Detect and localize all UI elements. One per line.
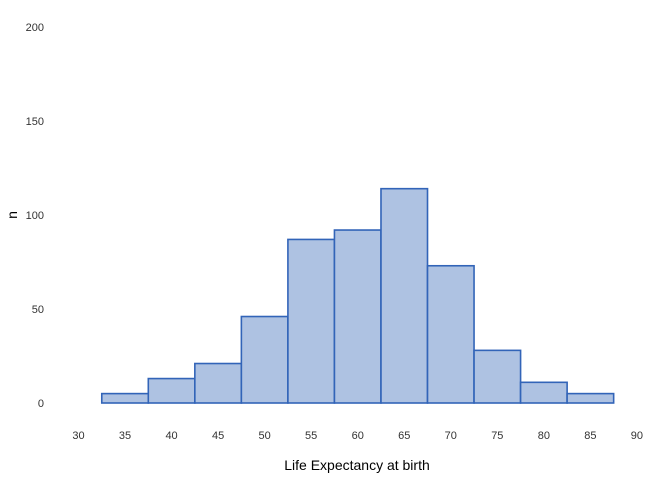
histogram-bar-1	[147, 377, 196, 404]
x-tick-label-8: 70	[445, 430, 457, 442]
x-tick-label-1: 35	[119, 430, 131, 442]
x-axis-label: Life Expectancy at birth	[284, 457, 430, 473]
histogram-bar-4	[287, 238, 336, 404]
histogram-bar-6	[380, 187, 429, 404]
y-axis-ticks: 0 50 100 150 200	[26, 22, 44, 410]
y-tick-label-1: 50	[32, 304, 44, 316]
x-axis-ticks: 30 35 40 45 50 55 60 65 70 75 80 85 90	[72, 430, 643, 442]
x-tick-label-5: 55	[305, 430, 317, 442]
y-tick-label-2: 100	[26, 210, 44, 222]
y-axis-label: n	[4, 211, 20, 219]
histogram-bar-5	[333, 229, 382, 404]
x-tick-label-11: 85	[584, 430, 596, 442]
x-tick-label-7: 65	[398, 430, 410, 442]
x-tick-label-10: 80	[538, 430, 550, 442]
x-tick-label-2: 40	[165, 430, 177, 442]
x-tick-label-3: 45	[212, 430, 224, 442]
histogram-bar-2	[194, 362, 243, 404]
x-tick-label-6: 60	[352, 430, 364, 442]
y-tick-label-3: 150	[26, 116, 44, 128]
histogram-bar-10	[566, 392, 615, 404]
x-tick-label-12: 90	[631, 430, 643, 442]
x-tick-label-4: 50	[259, 430, 271, 442]
histogram-bar-7	[426, 264, 475, 404]
histogram-bar-3	[240, 315, 289, 404]
y-tick-label-4: 200	[26, 22, 44, 34]
histogram-bar-9	[519, 381, 568, 404]
y-tick-label-0: 0	[38, 398, 44, 410]
histogram-bar-8	[473, 349, 522, 404]
x-tick-label-9: 75	[491, 430, 503, 442]
x-tick-label-0: 30	[72, 430, 84, 442]
bars-group	[100, 187, 615, 404]
histogram-bar-0	[100, 392, 150, 404]
